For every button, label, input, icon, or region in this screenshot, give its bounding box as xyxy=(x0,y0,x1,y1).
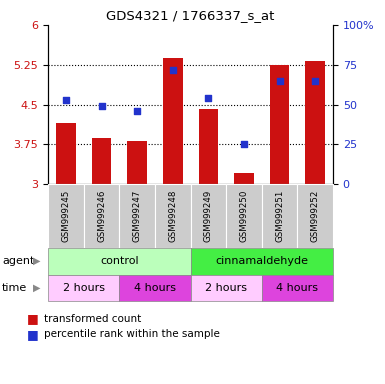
Point xyxy=(276,78,283,84)
Text: control: control xyxy=(100,256,139,266)
Text: transformed count: transformed count xyxy=(44,314,142,324)
Text: 4 hours: 4 hours xyxy=(276,283,318,293)
Text: cinnamaldehyde: cinnamaldehyde xyxy=(215,256,308,266)
Text: 4 hours: 4 hours xyxy=(134,283,176,293)
Point xyxy=(312,78,318,84)
Bar xyxy=(234,173,254,184)
Bar xyxy=(199,109,218,184)
Text: GSM999248: GSM999248 xyxy=(168,190,177,242)
Text: GSM999249: GSM999249 xyxy=(204,190,213,242)
Text: time: time xyxy=(2,283,27,293)
Title: GDS4321 / 1766337_s_at: GDS4321 / 1766337_s_at xyxy=(106,9,275,22)
Text: ▶: ▶ xyxy=(33,256,40,266)
Text: ■: ■ xyxy=(27,312,39,325)
Bar xyxy=(270,65,290,184)
Text: GSM999246: GSM999246 xyxy=(97,190,106,242)
Bar xyxy=(92,137,111,184)
Text: 2 hours: 2 hours xyxy=(63,283,105,293)
Text: GSM999247: GSM999247 xyxy=(133,190,142,242)
Bar xyxy=(127,141,147,184)
Text: 2 hours: 2 hours xyxy=(205,283,247,293)
Point xyxy=(99,103,105,109)
Bar xyxy=(305,61,325,184)
Text: GSM999245: GSM999245 xyxy=(62,190,70,242)
Text: GSM999250: GSM999250 xyxy=(239,190,248,242)
Point xyxy=(205,95,211,101)
Point xyxy=(170,66,176,73)
Text: ■: ■ xyxy=(27,328,39,341)
Text: ▶: ▶ xyxy=(33,283,40,293)
Text: percentile rank within the sample: percentile rank within the sample xyxy=(44,329,220,339)
Bar xyxy=(163,58,182,184)
Text: GSM999252: GSM999252 xyxy=(311,190,320,242)
Text: agent: agent xyxy=(2,256,34,266)
Point xyxy=(63,97,69,103)
Point xyxy=(134,108,140,114)
Text: GSM999251: GSM999251 xyxy=(275,190,284,242)
Point xyxy=(241,141,247,147)
Bar xyxy=(56,123,76,184)
